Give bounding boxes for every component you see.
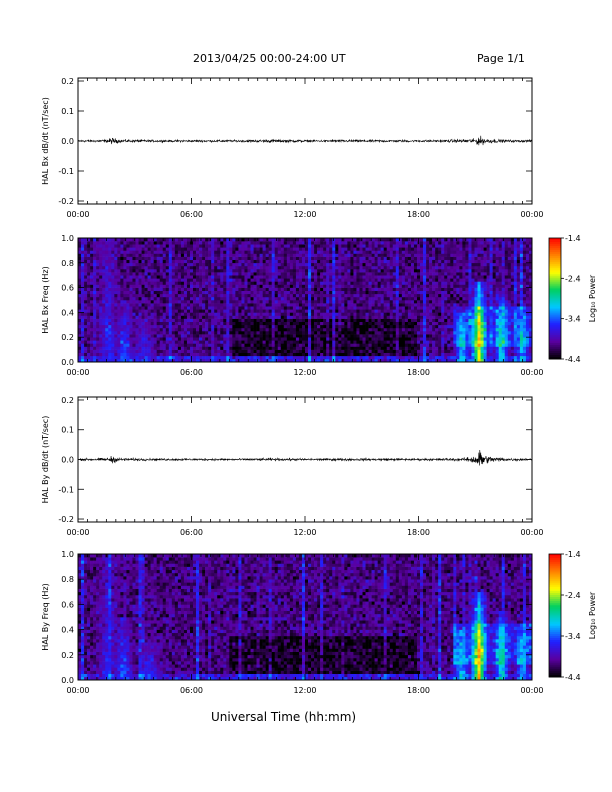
y-tick-label: 0.2: [61, 396, 74, 405]
colorbar-tick-label: -4.4: [565, 355, 581, 364]
y-tick-label: 1.0: [61, 234, 74, 243]
x-tick-label: 06:00: [180, 686, 203, 695]
x-tick-label: 00:00: [520, 686, 543, 695]
y-axis-label: HAL By dB/dt (nT/sec): [41, 416, 50, 504]
page-title: 2013/04/25 00:00-24:00 UT: [193, 52, 346, 65]
spectrogram: [78, 238, 533, 363]
panel-4: 1.00.80.60.40.20.000:00 06:00 12:00 18:00 00…: [41, 550, 597, 695]
y-tick-label: 0.0: [61, 358, 74, 367]
y-tick-label: 0.6: [61, 284, 74, 293]
y-tick-label: 0.2: [61, 77, 74, 86]
plot-frame: [77, 396, 533, 523]
colorbar-frame: [548, 553, 562, 678]
page-number: Page 1/1: [477, 52, 525, 65]
y-tick-label: 0.1: [61, 426, 74, 435]
x-tick-label: 00:00: [66, 210, 89, 219]
colorbar-tick-label: -3.4: [565, 632, 581, 641]
x-tick-label: 00:00: [520, 528, 543, 537]
x-tick-label: 00:00: [520, 368, 543, 377]
y-tick-label: -0.1: [58, 167, 74, 176]
y-tick-label: 0.2: [61, 333, 74, 342]
colorbar-tick-label: -2.4: [565, 274, 581, 283]
y-axis-label: HAL Bx dB/dt (nT/sec): [41, 97, 50, 185]
x-tick-label: 06:00: [180, 210, 203, 219]
x-tick-label: 12:00: [293, 368, 316, 377]
plot-frame: [77, 553, 533, 681]
x-tick-label: 00:00: [66, 528, 89, 537]
colorbar-label: Log₁₀ Power: [588, 274, 597, 322]
y-axis-label: HAL By Freq (Hz): [41, 583, 50, 650]
colorbar-label: Log₁₀ Power: [588, 591, 597, 639]
x-tick-label: 06:00: [180, 528, 203, 537]
plot-frame: [77, 237, 533, 363]
x-tick-label: 12:00: [293, 210, 316, 219]
y-tick-label: -0.1: [58, 485, 74, 494]
y-tick-label: 0.0: [61, 137, 74, 146]
x-tick-label: 00:00: [66, 368, 89, 377]
panel-1: 0.2 0.1 0.0 -0.1 -0.2 00:00 06:00 12:00 18:00 00:…: [41, 77, 544, 219]
colorbar-tick-label: -2.4: [565, 591, 581, 600]
y-tick-label: 0.0: [61, 456, 74, 465]
plot-frame: [77, 77, 533, 205]
y-tick-label: 0.8: [61, 575, 74, 584]
y-tick-label: 1.0: [61, 550, 74, 559]
y-tick-label: -0.2: [58, 197, 74, 206]
y-tick-label: 0.4: [61, 626, 74, 635]
y-tick-label: 0.0: [61, 676, 74, 685]
colorbar: -1.4 -2.4 -3.4 -4.4 Log₁₀ Power: [548, 234, 597, 364]
x-tick-label: 00:00: [520, 210, 543, 219]
y-axis-label: HAL Bx Freq (Hz): [41, 266, 50, 333]
y-tick-label: 0.2: [61, 651, 74, 660]
colorbar-tick-label: -1.4: [565, 550, 581, 559]
y-tick-label: -0.2: [58, 515, 74, 524]
colorbar-frame: [548, 237, 562, 360]
y-tick-label: 0.6: [61, 600, 74, 609]
x-tick-label: 12:00: [293, 686, 316, 695]
y-tick-label: 0.4: [61, 308, 74, 317]
colorbar-tick-label: -1.4: [565, 234, 581, 243]
dbdt-trace: [77, 135, 533, 146]
y-tick-label: 0.8: [61, 259, 74, 268]
x-tick-label: 12:00: [293, 528, 316, 537]
panel-2: 1.00.80.60.40.20.000:00 06:00 12:00 18:00 00…: [41, 234, 597, 377]
x-tick-label: 18:00: [407, 368, 430, 377]
x-axis-title: Universal Time (hh:mm): [211, 710, 357, 724]
spectrogram: [78, 554, 533, 681]
x-tick-label: 18:00: [407, 528, 430, 537]
colorbar: -1.4 -2.4 -3.4 -4.4 Log₁₀ Power: [548, 550, 597, 682]
x-tick-label: 06:00: [180, 368, 203, 377]
x-tick-label: 00:00: [66, 686, 89, 695]
colorbar-tick-label: -3.4: [565, 315, 581, 324]
panel-3: 0.2 0.1 0.0 -0.1 -0.2 00:00 06:00 12:00 18:00 00:…: [41, 396, 544, 537]
dbdt-trace: [77, 449, 533, 466]
y-tick-label: 0.1: [61, 107, 74, 116]
colorbar-tick-label: -4.4: [565, 673, 581, 682]
x-tick-label: 18:00: [407, 210, 430, 219]
x-tick-label: 18:00: [407, 686, 430, 695]
